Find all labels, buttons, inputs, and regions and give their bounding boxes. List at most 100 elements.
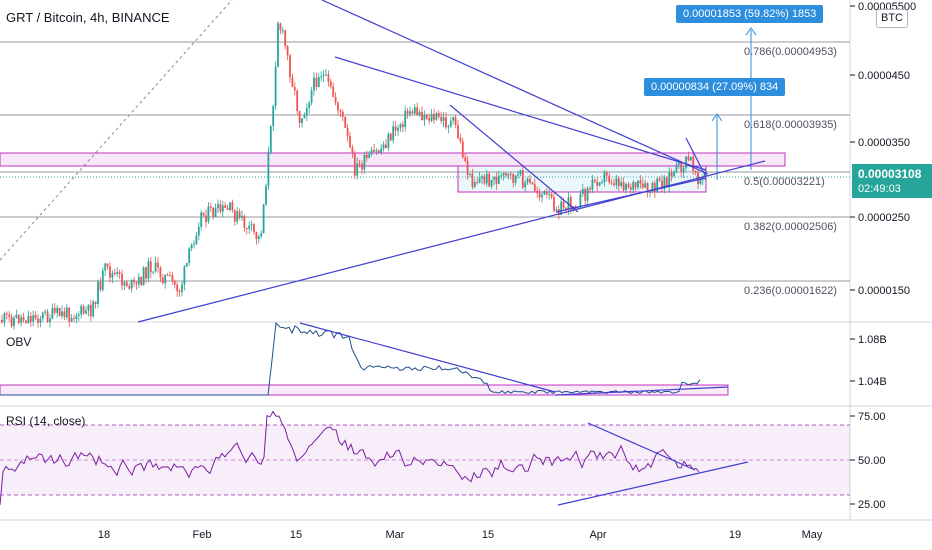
- obv-trendline: [554, 386, 729, 396]
- candle-body: [380, 148, 383, 153]
- candle-body: [589, 188, 591, 190]
- candle-body: [255, 231, 258, 239]
- candle-body: [634, 182, 637, 188]
- candle-body: [87, 304, 90, 311]
- candle-body: [34, 315, 37, 319]
- candle-body: [63, 311, 66, 318]
- candle-body: [663, 177, 666, 189]
- candle-body: [586, 188, 589, 201]
- candle-body: [409, 111, 411, 114]
- fib-level-label: 0.382(0.00002506): [744, 221, 837, 233]
- candle-body: [397, 127, 399, 131]
- candle-body: [526, 178, 529, 183]
- candle-body: [116, 272, 119, 275]
- time-axis-label: 15: [290, 529, 302, 541]
- candle-body: [445, 117, 447, 128]
- candle-body: [658, 178, 661, 181]
- candle-body: [169, 275, 171, 277]
- candle-body: [214, 208, 217, 217]
- candle-body: [565, 207, 567, 210]
- candle-body: [610, 182, 613, 184]
- candle-body: [140, 277, 143, 286]
- resistance-zone: [0, 152, 786, 167]
- candle-body: [149, 261, 152, 273]
- candle-body: [608, 175, 611, 183]
- candle-body: [260, 233, 263, 237]
- candle-body: [190, 244, 193, 249]
- candle-body: [173, 281, 176, 285]
- candle-body: [632, 182, 635, 190]
- candle-body: [94, 301, 97, 305]
- trendline: [137, 160, 766, 323]
- candle-body: [358, 163, 361, 165]
- candle-body: [238, 211, 241, 218]
- candle-body: [692, 157, 695, 171]
- measure-callout-small: 0.00000834 (27.09%) 834: [644, 78, 786, 96]
- candle-body: [202, 212, 205, 216]
- candle-body: [233, 210, 236, 222]
- candle-body: [377, 150, 380, 153]
- candle-body: [413, 107, 416, 114]
- candle-body: [106, 263, 109, 267]
- candle-body: [543, 191, 546, 195]
- candle-body: [536, 190, 539, 194]
- candle-body: [478, 178, 481, 183]
- candle-body: [411, 111, 414, 114]
- candle-body: [37, 318, 39, 323]
- candle-body: [195, 235, 198, 244]
- candle-body: [507, 173, 510, 176]
- candle-body: [250, 224, 253, 226]
- candle-body: [591, 179, 594, 190]
- candle-body: [365, 154, 368, 159]
- currency-badge[interactable]: BTC: [876, 9, 908, 28]
- candle-body: [99, 281, 102, 290]
- trendline: [321, 0, 709, 175]
- last-price: 0.00003108: [858, 167, 922, 181]
- candle-body: [164, 274, 167, 284]
- candle-body: [269, 126, 272, 153]
- time-axis-label: 18: [98, 529, 110, 541]
- candle-body: [677, 162, 680, 165]
- candle-body: [130, 279, 133, 289]
- candle-body: [41, 312, 44, 319]
- candle-body: [682, 167, 685, 173]
- candle-body: [70, 317, 73, 322]
- candle-body: [166, 274, 169, 276]
- candle-body: [217, 204, 219, 209]
- trendline: [449, 104, 579, 213]
- candle-body: [363, 154, 366, 170]
- candle-body: [49, 318, 51, 322]
- candle-body: [344, 116, 347, 128]
- candle-body: [337, 102, 339, 111]
- candle-body: [334, 96, 337, 103]
- candle-body: [646, 183, 649, 193]
- candle-body: [601, 182, 603, 184]
- candle-body: [176, 284, 179, 292]
- candle-body: [20, 317, 23, 323]
- candle-body: [272, 106, 275, 127]
- candle-body: [529, 178, 531, 183]
- candle-body: [615, 178, 618, 186]
- candle-body: [178, 291, 181, 293]
- candle-body: [519, 170, 522, 175]
- candle-body: [135, 282, 138, 285]
- price-axis-label: 0.0000150: [858, 285, 910, 297]
- candle-body: [161, 277, 164, 284]
- candle-body: [310, 90, 313, 103]
- candle-body: [5, 313, 8, 315]
- candle-body: [274, 66, 277, 107]
- candle-body: [97, 281, 99, 305]
- candle-body: [10, 316, 13, 327]
- candle-body: [53, 307, 56, 313]
- candle-body: [315, 77, 318, 87]
- candle-body: [651, 182, 654, 192]
- candle-body: [51, 307, 54, 319]
- price-axis-label: 0.0000350: [858, 137, 910, 149]
- trendline: [555, 177, 707, 213]
- candle-body: [356, 163, 359, 176]
- candle-body: [77, 314, 80, 316]
- fib-level-label: 0.786(0.00004953): [744, 46, 837, 58]
- candle-body: [579, 194, 582, 208]
